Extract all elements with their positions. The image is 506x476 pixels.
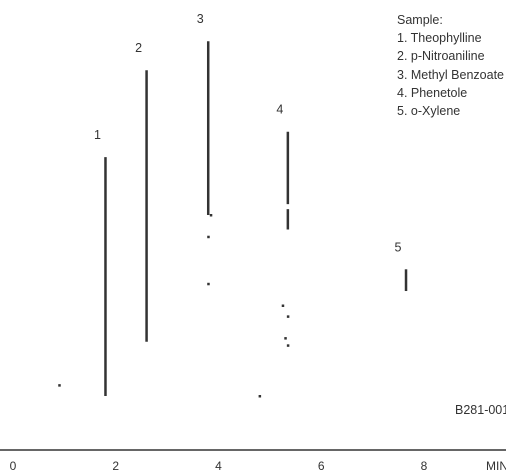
noise-speck (207, 282, 210, 286)
noise-speck (284, 337, 287, 340)
legend-item-2: 2. p-Nitroaniline (397, 49, 485, 64)
noise-speck (258, 395, 262, 398)
legend-item-1: 1. Theophylline (397, 31, 482, 46)
x-tick-label: 8 (421, 459, 428, 473)
x-tick-label: 6 (318, 459, 325, 473)
noise-speck (207, 235, 210, 239)
x-axis-unit-label: MIN (486, 459, 506, 473)
peak-label-5: 5 (395, 240, 402, 254)
peak-4-gap (284, 204, 291, 210)
noise-speck (281, 304, 285, 307)
legend-title: Sample: (397, 13, 443, 27)
x-tick-label: 0 (10, 459, 17, 473)
peak-label-2: 2 (135, 41, 142, 55)
legend-item-5: 5. o-Xylene (397, 104, 461, 119)
noise-speck (209, 214, 213, 217)
noise-speck (58, 384, 61, 387)
legend-item-3: 3. Methyl Benzoate (397, 67, 505, 82)
peak-label-3: 3 (197, 12, 204, 26)
noise-speck (286, 315, 290, 318)
legend: Sample: 1. Theophylline 2. p-Nitroanilin… (397, 11, 504, 120)
peak-label-1: 1 (94, 128, 101, 142)
noise-speck (286, 344, 290, 347)
figure-code: B281-001 (455, 403, 506, 417)
legend-item-4: 4. Phenetole (397, 85, 468, 100)
x-tick-label: 4 (215, 459, 222, 473)
x-tick-label: 2 (112, 459, 119, 473)
peak-label-4: 4 (276, 103, 283, 117)
